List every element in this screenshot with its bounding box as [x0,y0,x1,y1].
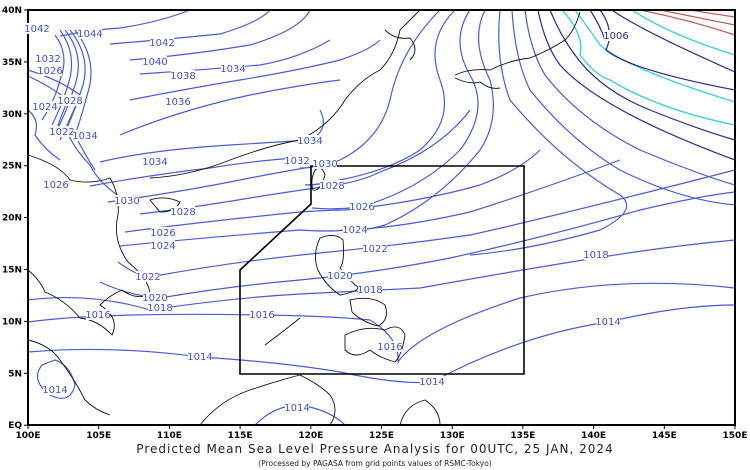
isobar-label: 1018 [583,250,608,261]
y-tick-label: 25N [2,162,22,172]
isobar-label: 1026 [349,202,374,213]
isobar-label: 1030 [312,159,337,170]
isobar-label: 1040 [142,57,167,68]
y-tick-label: 15N [2,266,22,276]
y-tick-label: 40N [2,6,22,16]
isobar-label: 1026 [43,180,68,191]
x-tick-label: 115E [228,431,253,441]
isobar-label: 1024 [342,225,367,236]
isobar-label: 1014 [284,403,309,414]
isobar-label: 1022 [362,244,387,255]
isobar-label: 1006 [603,31,628,42]
isobar-label: 1018 [357,285,382,296]
x-tick-label: 150E [723,431,748,441]
axis-ticks: 100E 105E 110E 115E 120E 125E 130E 135E 140E 145E… [2,6,748,441]
x-tick-label: 110E [157,431,182,441]
isobars [27,9,736,426]
isobar-label: 1034 [72,131,97,142]
isobar-label: 1016 [85,310,110,321]
map-frame [27,9,736,426]
isobar-label: 1014 [187,352,212,363]
isobar-label: 1042 [149,38,174,49]
isobar-label: 1034 [297,136,322,147]
isobar-label: 1016 [377,342,402,353]
isobar-label: 1018 [147,303,172,314]
y-tick-label: 5N [8,369,22,379]
x-tick-label: 135E [510,431,535,441]
isobar-label: 1020 [142,293,167,304]
x-tick-label: 130E [440,431,465,441]
y-tick-label: 35N [2,58,22,68]
isobar-label: 1032 [35,54,60,65]
coastlines [27,9,581,426]
isobar-label: 1038 [170,71,195,82]
isobars-low [537,9,736,161]
x-tick-label: 125E [369,431,394,441]
isobar-label: 1024 [150,241,175,252]
isobar-label: 1014 [42,385,67,396]
x-tick-label: 140E [581,431,606,441]
isobar-label: 1026 [150,228,175,239]
isobar-label: 1016 [249,310,274,321]
isobar-label: 1032 [284,156,309,167]
isobar-label: 1026 [37,66,62,77]
isobar-label: 1024 [32,102,57,113]
par-boundary [239,165,525,375]
isobar-label: 1028 [57,96,82,107]
isobar-label: 1028 [319,181,344,192]
isobar-label: 1030 [114,196,139,207]
isobar-label: 1022 [49,127,74,138]
y-tick-label: 10N [2,317,22,327]
x-tick-label: 100E [16,431,41,441]
isobar-label: 1044 [77,29,102,40]
isobar-label: 1034 [142,157,167,168]
y-tick-label: 20N [2,214,22,224]
x-tick-label: 105E [86,431,111,441]
isobar-label: 1028 [170,207,195,218]
map-title: Predicted Mean Sea Level Pressure Analys… [136,442,614,456]
isobar-label: 1014 [419,377,444,388]
isobar-label: 1022 [135,272,160,283]
isobar-label: 1042 [24,24,49,35]
y-tick-label: EQ [8,421,22,431]
isobar-label: 1036 [165,97,190,108]
y-tick-label: 30N [2,110,22,120]
isobar-label: 1020 [327,271,352,282]
x-tick-label: 145E [652,431,677,441]
map-subtitle: (Processed by PAGASA from grid points va… [258,459,492,468]
isobar-label: 1034 [220,64,245,75]
x-tick-label: 120E [298,431,323,441]
isobar-label: 1014 [595,317,620,328]
